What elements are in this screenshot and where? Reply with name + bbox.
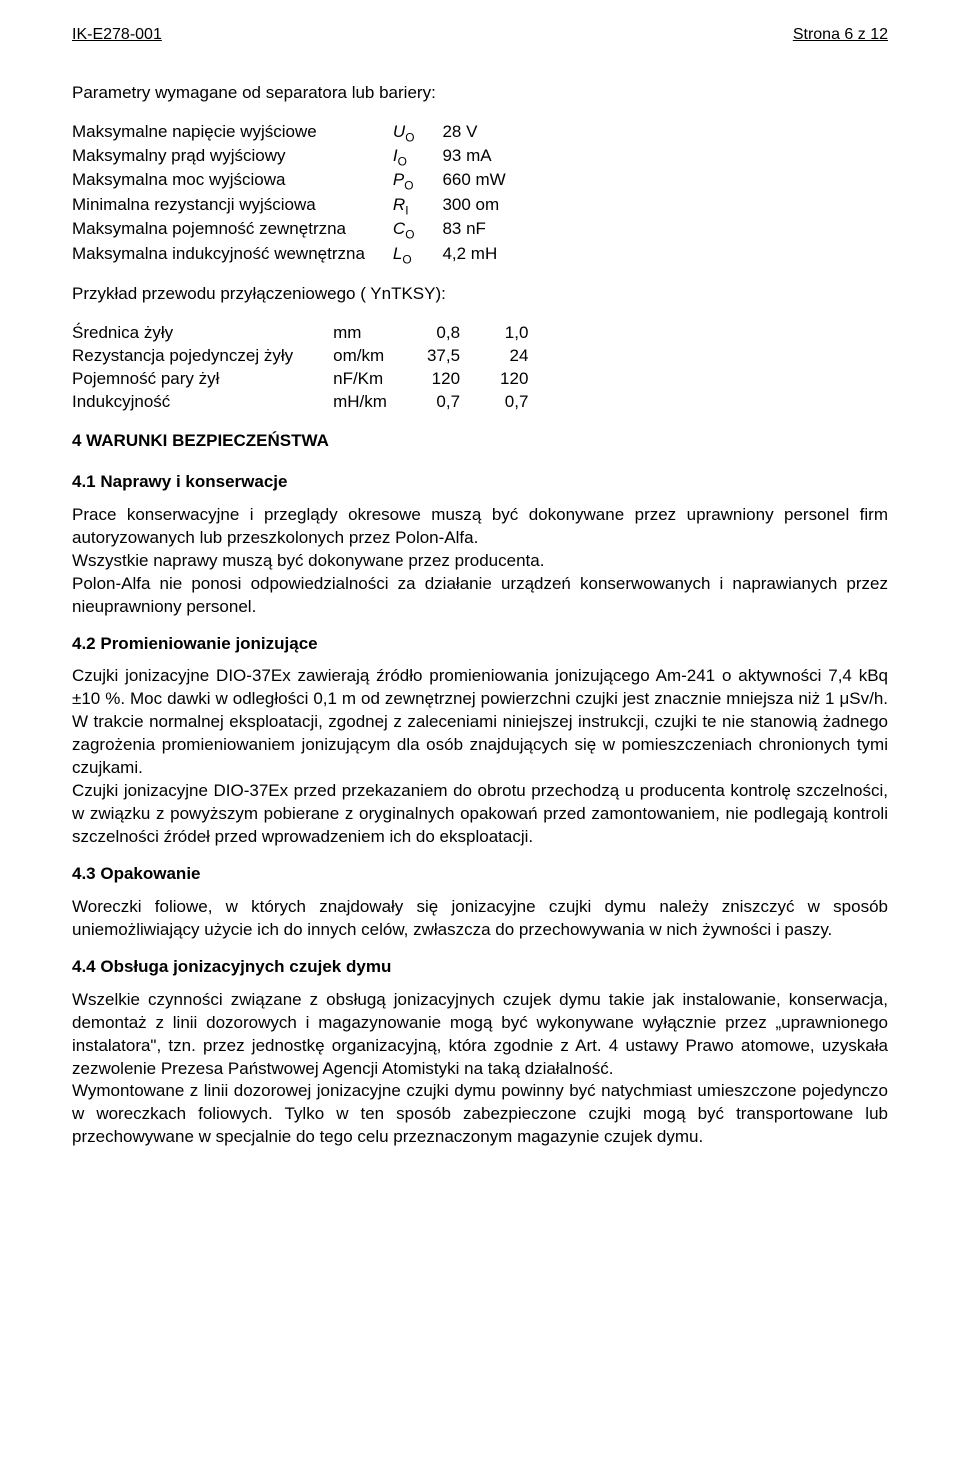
param-row: Minimalna rezystancji wyjściowa RI 300 o… [72, 194, 506, 218]
text: Czujki jonizacyjne DIO-37Ex przed przeka… [72, 781, 888, 846]
heading-4-3: 4.3 Opakowanie [72, 863, 888, 886]
wire-unit: mH/km [333, 391, 427, 414]
param-label: Maksymalna moc wyjściowa [72, 169, 393, 193]
param-symbol: IO [393, 145, 443, 169]
param-value: 28 V [442, 121, 505, 145]
text: Czujki jonizacyjne DIO-37Ex zawierają źr… [72, 666, 888, 777]
wire-label: Rezystancja pojedynczej żyły [72, 345, 333, 368]
wire-col2: 24 [500, 345, 568, 368]
header-left: IK-E278-001 [72, 24, 162, 46]
param-value: 83 nF [442, 218, 505, 242]
wire-col2: 0,7 [500, 391, 568, 414]
wire-label: Indukcyjność [72, 391, 333, 414]
text: Polon-Alfa nie ponosi odpowiedzialności … [72, 574, 888, 616]
param-symbol: LO [393, 243, 443, 267]
wire-col2: 1,0 [500, 322, 568, 345]
wire-col1: 0,8 [427, 322, 500, 345]
text: Wszystkie naprawy muszą być dokonywane p… [72, 551, 544, 570]
wire-intro: Przykład przewodu przyłączeniowego ( YnT… [72, 283, 888, 306]
page-header: IK-E278-001 Strona 6 z 12 [72, 24, 888, 46]
paragraph: Czujki jonizacyjne DIO-37Ex zawierają źr… [72, 665, 888, 849]
text: Wszelkie czynności związane z obsługą jo… [72, 990, 888, 1078]
wire-unit: mm [333, 322, 427, 345]
text: Wymontowane z linii dozorowej jonizacyjn… [72, 1081, 888, 1146]
wire-row: Pojemność pary żył nF/Km 120 120 [72, 368, 568, 391]
param-label: Maksymalny prąd wyjściowy [72, 145, 393, 169]
paragraph: Wszelkie czynności związane z obsługą jo… [72, 989, 888, 1150]
param-label: Minimalna rezystancji wyjściowa [72, 194, 393, 218]
heading-4-2: 4.2 Promieniowanie jonizujące [72, 633, 888, 656]
param-label: Maksymalne napięcie wyjściowe [72, 121, 393, 145]
params-table: Maksymalne napięcie wyjściowe UO 28 V Ma… [72, 121, 506, 268]
param-label: Maksymalna indukcyjność wewnętrzna [72, 243, 393, 267]
wire-row: Indukcyjność mH/km 0,7 0,7 [72, 391, 568, 414]
wire-col1: 0,7 [427, 391, 500, 414]
param-row: Maksymalny prąd wyjściowy IO 93 mA [72, 145, 506, 169]
heading-4: 4 WARUNKI BEZPIECZEŃSTWA [72, 430, 888, 453]
param-symbol: PO [393, 169, 443, 193]
param-symbol: RI [393, 194, 443, 218]
param-value: 300 om [442, 194, 505, 218]
param-value: 93 mA [442, 145, 505, 169]
param-value: 4,2 mH [442, 243, 505, 267]
wire-label: Średnica żyły [72, 322, 333, 345]
wire-col1: 37,5 [427, 345, 500, 368]
param-symbol: UO [393, 121, 443, 145]
heading-4-4: 4.4 Obsługa jonizacyjnych czujek dymu [72, 956, 888, 979]
wire-row: Rezystancja pojedynczej żyły om/km 37,5 … [72, 345, 568, 368]
wire-unit: nF/Km [333, 368, 427, 391]
wire-col2: 120 [500, 368, 568, 391]
params-intro: Parametry wymagane od separatora lub bar… [72, 82, 888, 105]
wire-table: Średnica żyły mm 0,8 1,0 Rezystancja poj… [72, 322, 568, 414]
param-row: Maksymalna moc wyjściowa PO 660 mW [72, 169, 506, 193]
wire-label: Pojemność pary żył [72, 368, 333, 391]
param-row: Maksymalne napięcie wyjściowe UO 28 V [72, 121, 506, 145]
wire-col1: 120 [427, 368, 500, 391]
wire-unit: om/km [333, 345, 427, 368]
param-value: 660 mW [442, 169, 505, 193]
param-row: Maksymalna pojemność zewnętrzna CO 83 nF [72, 218, 506, 242]
wire-row: Średnica żyły mm 0,8 1,0 [72, 322, 568, 345]
text: Prace konserwacyjne i przeglądy okresowe… [72, 505, 888, 547]
param-row: Maksymalna indukcyjność wewnętrzna LO 4,… [72, 243, 506, 267]
param-label: Maksymalna pojemność zewnętrzna [72, 218, 393, 242]
paragraph: Woreczki foliowe, w których znajdowały s… [72, 896, 888, 942]
paragraph: Prace konserwacyjne i przeglądy okresowe… [72, 504, 888, 619]
text: Woreczki foliowe, w których znajdowały s… [72, 897, 888, 939]
heading-4-1: 4.1 Naprawy i konserwacje [72, 471, 888, 494]
param-symbol: CO [393, 218, 443, 242]
header-right: Strona 6 z 12 [793, 24, 888, 46]
